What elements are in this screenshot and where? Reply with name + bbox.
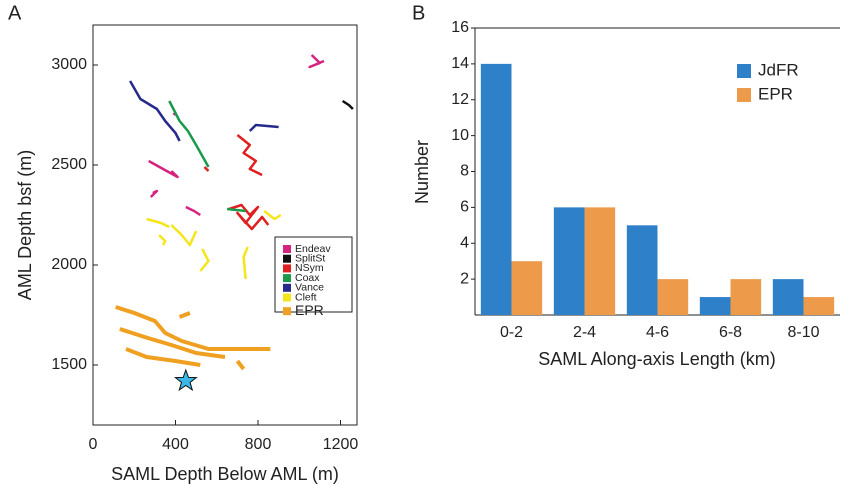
bar <box>803 297 835 315</box>
legend-swatch <box>283 264 291 273</box>
legend-swatch <box>283 293 291 302</box>
legend-swatch <box>283 274 291 283</box>
x-tick-label: 1200 <box>323 436 359 453</box>
bar <box>730 279 762 315</box>
legend-label: Coax <box>295 272 320 284</box>
trace <box>115 305 271 371</box>
x-axis-title: SAML Along-axis Length (km) <box>538 349 775 369</box>
y-axis-title: Number <box>412 140 432 204</box>
legend-swatch <box>283 245 291 253</box>
plot-frame <box>92 24 358 426</box>
bar <box>699 297 731 315</box>
legend-label: Cleft <box>295 291 317 303</box>
y-tick-label: 6 <box>460 199 469 216</box>
y-tick-label: 14 <box>451 55 469 72</box>
legend-label: EPR <box>758 84 793 103</box>
panel-label: B <box>412 2 425 24</box>
y-tick-label: 16 <box>451 19 469 36</box>
bar <box>626 225 658 315</box>
legend-swatch <box>737 88 751 102</box>
x-tick-label: 400 <box>162 436 189 453</box>
star-marker <box>174 368 198 392</box>
x-tick-label: 8-10 <box>787 324 819 341</box>
bar <box>772 279 804 315</box>
legend-label: SplitSt <box>295 252 325 264</box>
x-tick-label: 0-2 <box>500 324 523 341</box>
legend-label: Endeav <box>295 243 331 255</box>
panel-label: A <box>8 2 22 24</box>
legend-label: JdFR <box>758 60 799 79</box>
y-tick-label: 3000 <box>51 56 87 73</box>
y-tick-label: 10 <box>451 127 469 144</box>
legend-label: EPR <box>295 302 324 318</box>
bar <box>584 207 616 315</box>
bar <box>511 261 543 315</box>
x-axis-title: SAML Depth Below AML (m) <box>111 464 339 484</box>
x-tick-label: 6-8 <box>719 324 742 341</box>
y-tick-label: 8 <box>460 163 469 180</box>
y-tick-label: 12 <box>451 91 469 108</box>
y-tick-label: 2 <box>460 270 469 287</box>
y-axis-title: AML Depth bsf (m) <box>15 150 35 300</box>
y-tick-label: 4 <box>460 234 469 251</box>
legend-swatch <box>283 283 291 292</box>
legend-label: NSym <box>295 262 324 274</box>
x-tick-label: 0 <box>89 436 98 453</box>
y-tick-label: 1500 <box>51 356 87 373</box>
legend-swatch <box>283 254 291 263</box>
bar <box>657 279 689 315</box>
legend-swatch <box>737 64 751 78</box>
bar <box>480 63 512 315</box>
trace <box>129 80 279 142</box>
y-tick-label: 2000 <box>51 256 87 273</box>
x-tick-label: 800 <box>245 436 272 453</box>
legend-swatch <box>283 307 291 316</box>
trace <box>341 99 354 110</box>
trace <box>146 210 282 280</box>
trace <box>203 134 270 231</box>
x-tick-label: 2-4 <box>573 324 596 341</box>
bar <box>553 207 585 315</box>
trace <box>168 100 246 213</box>
y-tick-label: 2500 <box>51 156 87 173</box>
legend-label: Vance <box>295 282 324 294</box>
trace <box>148 54 325 217</box>
x-tick-label: 4-6 <box>646 324 669 341</box>
